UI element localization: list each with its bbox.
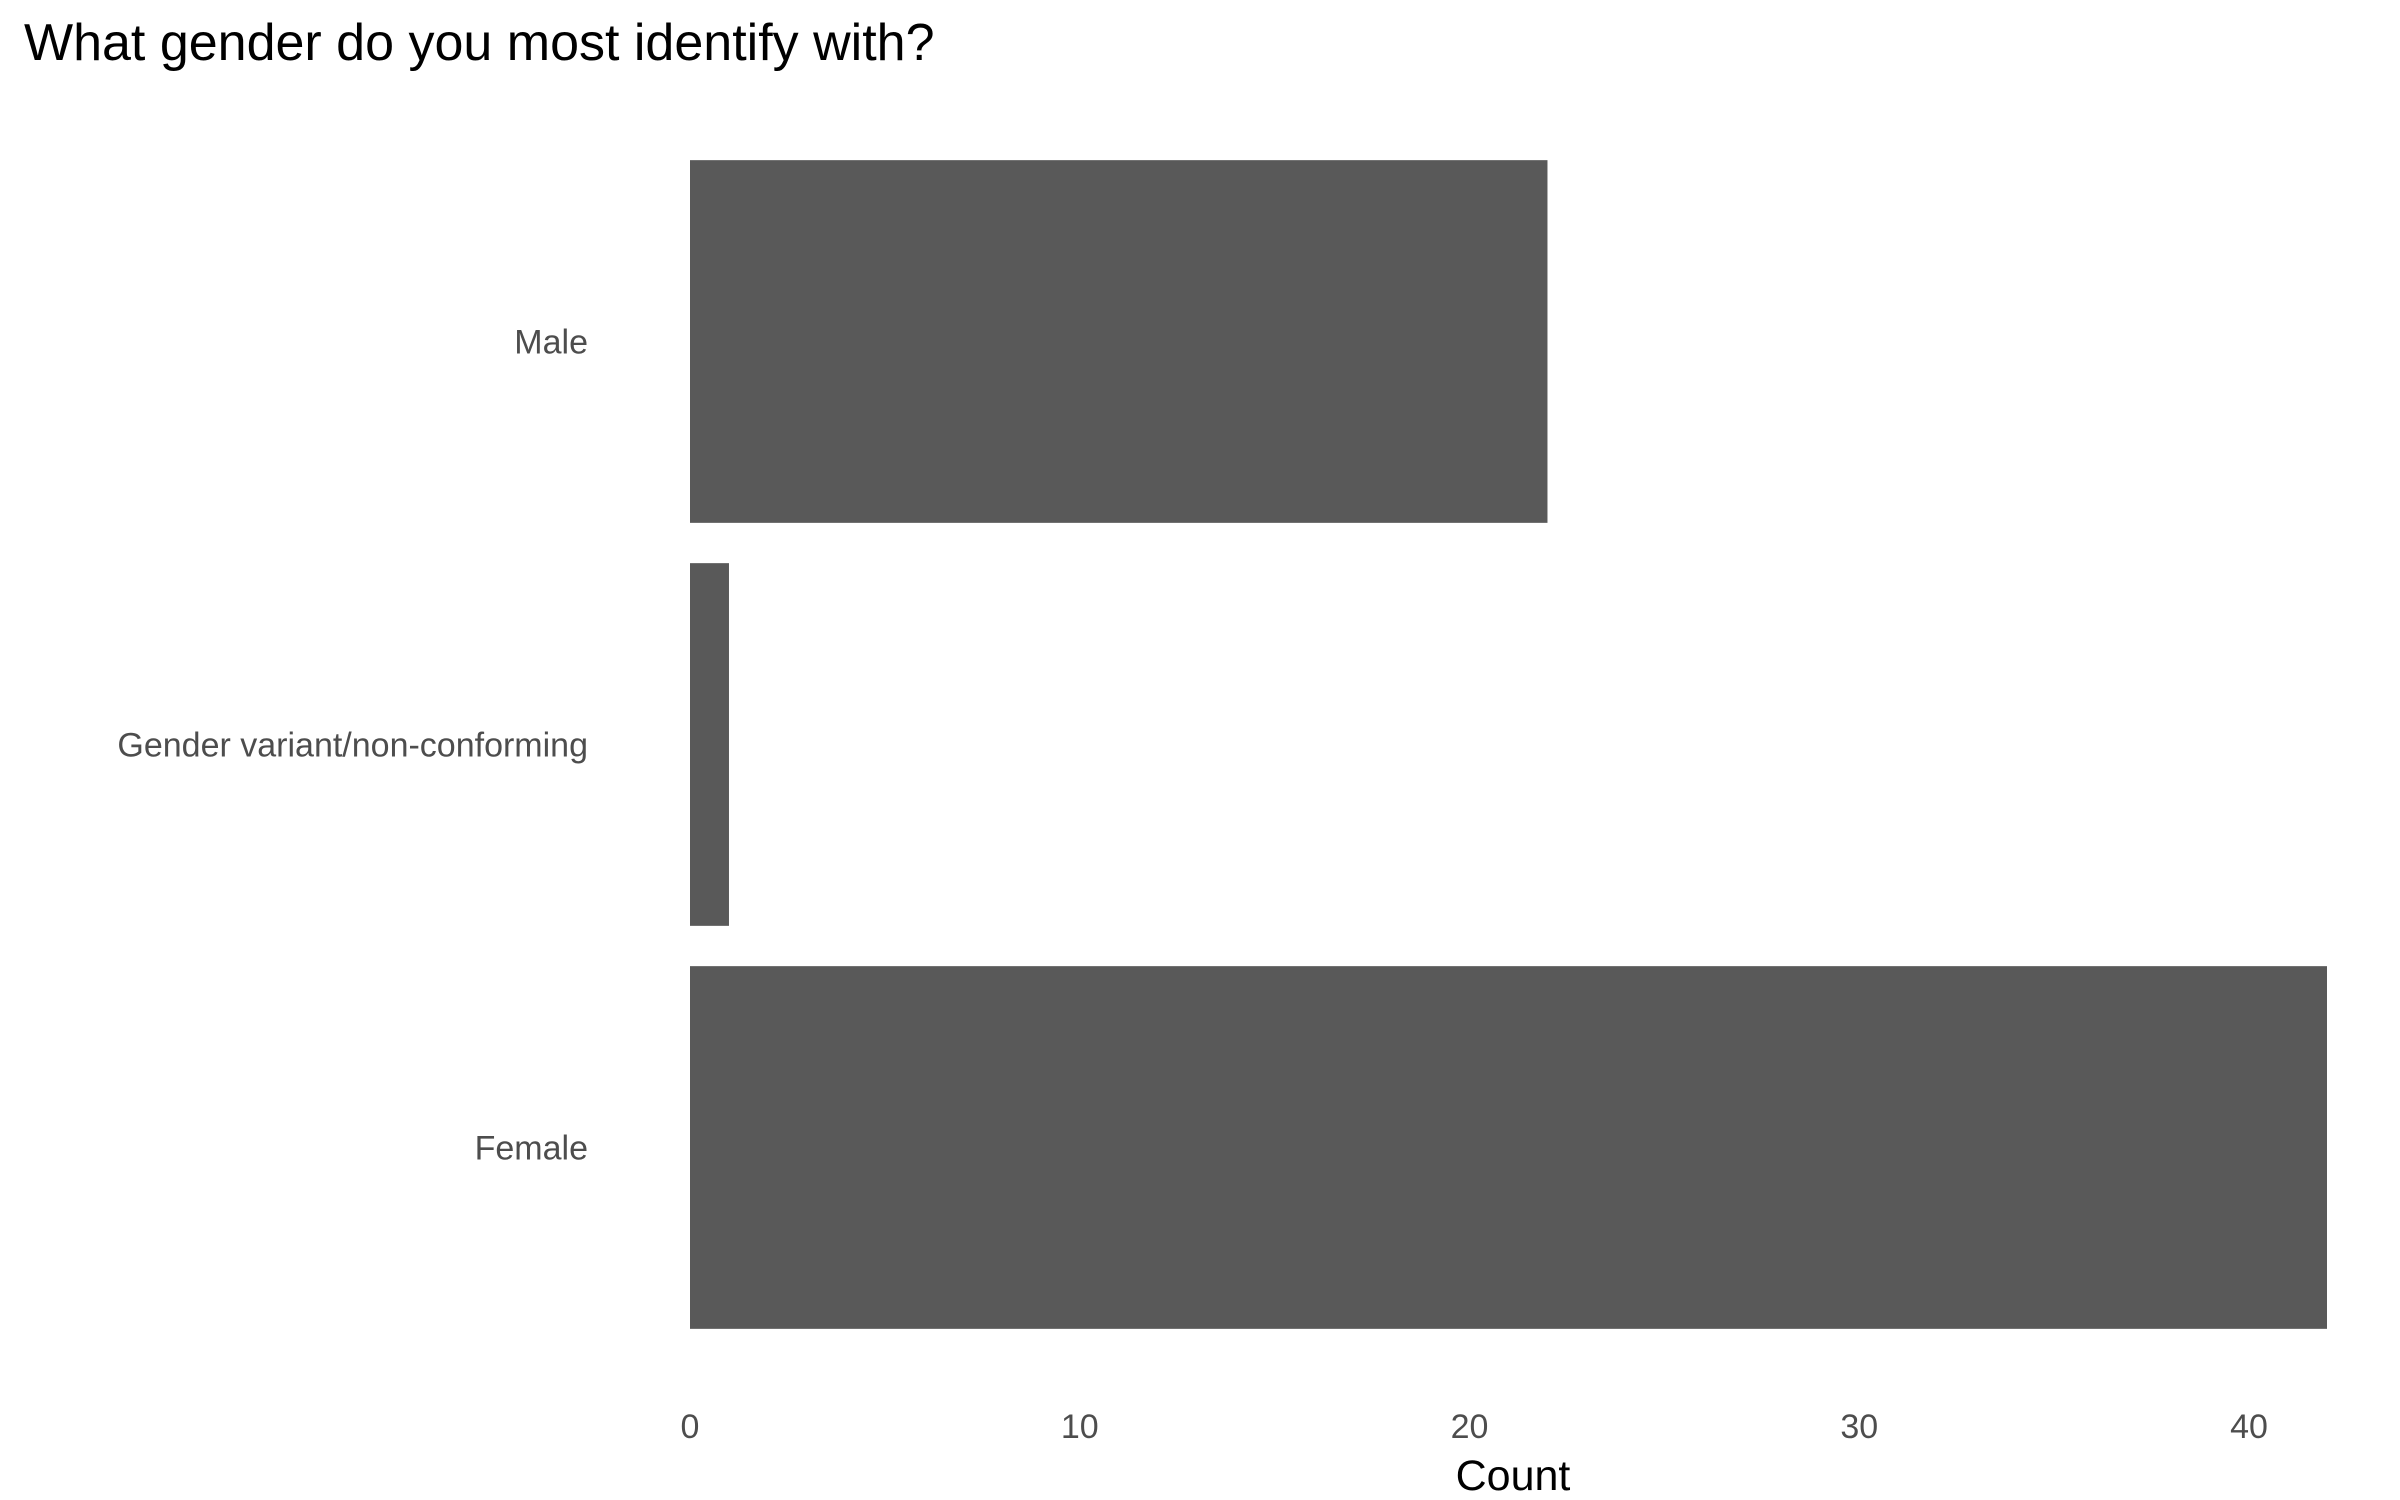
bar-female bbox=[690, 966, 2327, 1329]
bar-male bbox=[690, 160, 1548, 523]
chart-title: What gender do you most identify with? bbox=[24, 14, 934, 72]
bars-group bbox=[690, 160, 2327, 1329]
category-label: Female bbox=[475, 1130, 588, 1168]
x-tick-label: 20 bbox=[1451, 1408, 1489, 1446]
category-labels: Male Gender variant/non-conforming Female bbox=[117, 324, 588, 1168]
x-axis-ticks: 0 10 20 30 40 bbox=[681, 1408, 2268, 1446]
x-axis-title: Count bbox=[1456, 1452, 1571, 1500]
category-label: Male bbox=[514, 324, 588, 362]
bar-gender-variant-non-conforming bbox=[690, 563, 729, 926]
x-tick-label: 0 bbox=[681, 1408, 700, 1446]
x-tick-label: 30 bbox=[1840, 1408, 1878, 1446]
x-tick-label: 10 bbox=[1061, 1408, 1099, 1446]
x-tick-label: 40 bbox=[2230, 1408, 2268, 1446]
category-label: Gender variant/non-conforming bbox=[117, 727, 588, 765]
